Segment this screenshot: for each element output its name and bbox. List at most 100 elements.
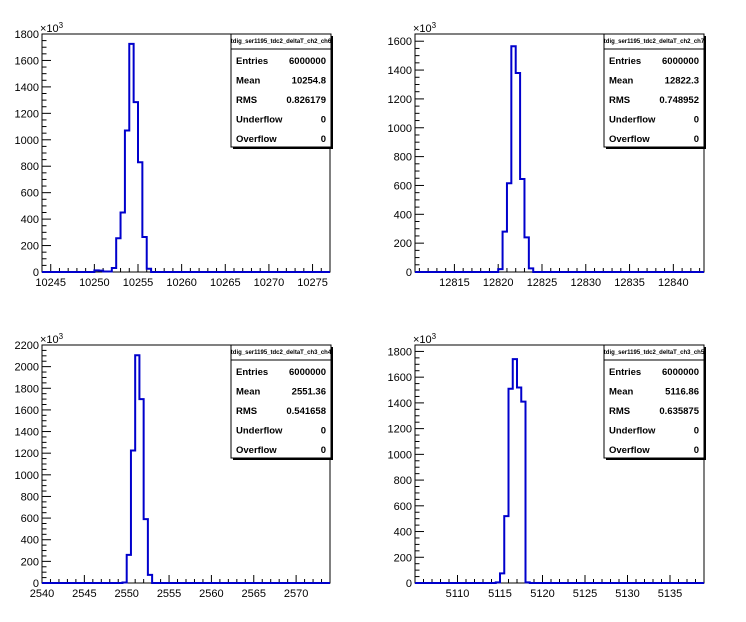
histogram-bin <box>513 359 517 583</box>
y-tick-label: 200 <box>394 238 412 250</box>
y-tick-label: 200 <box>21 556 39 568</box>
histogram-bin <box>529 268 533 272</box>
stats-label: Overflow <box>609 134 650 145</box>
histogram-bin <box>131 450 135 583</box>
y-tick-label: 1200 <box>15 108 39 120</box>
stats-label: Mean <box>236 387 260 398</box>
stats-value: 0.748952 <box>659 95 699 106</box>
stats-value: 0.541658 <box>286 406 326 417</box>
y-tick-label: 800 <box>394 152 412 164</box>
x-tick-label: 10275 <box>297 277 328 289</box>
x-tick-label: 12830 <box>570 277 601 289</box>
x-tick-label: 10270 <box>254 277 285 289</box>
y-tick-label: 1200 <box>388 94 412 106</box>
x-tick-label: 5125 <box>573 588 597 600</box>
stats-value: 0 <box>321 445 326 456</box>
x-tick-label: 12825 <box>527 277 558 289</box>
x-tick-label: 12835 <box>614 277 645 289</box>
stats-value: 12822.3 <box>665 76 699 87</box>
y-tick-label: 200 <box>394 552 412 564</box>
stats-value: 2551.36 <box>292 387 326 398</box>
stats-value: 0 <box>321 134 326 145</box>
stats-label: Underflow <box>236 115 283 126</box>
stats-title: tdig_ser1195_tdc2_deltaT_ch3_ch5 <box>604 350 705 356</box>
stats-value: 6000000 <box>289 367 326 378</box>
stats-label: Entries <box>236 367 268 378</box>
stats-box: tdig_ser1195_tdc2_deltaT_ch3_ch5 Entries 6… <box>603 344 706 460</box>
stats-label: Underflow <box>609 115 656 126</box>
y-tick-label: 800 <box>21 491 39 503</box>
histogram-pad-1: 0 200 400 600 800 1000 1200 1400 1600 1800 10245 10… <box>15 21 333 289</box>
y-tick-label: 600 <box>394 501 412 513</box>
y-multiplier-label: ×103 <box>40 332 64 346</box>
x-tick-label: 10255 <box>123 277 154 289</box>
y-tick-label: 800 <box>21 161 39 173</box>
stats-title: tdig_ser1195_tdc2_deltaT_ch3_ch4 <box>231 350 332 356</box>
histogram-bin <box>520 179 524 272</box>
y-tick-label: 600 <box>21 188 39 200</box>
stats-label: Mean <box>609 387 633 398</box>
x-tick-label: 2570 <box>284 588 308 600</box>
histogram-pad-2: 0 200 400 600 800 1000 1200 1400 1600 12815 12820 1… <box>388 21 706 289</box>
stats-value: 0 <box>694 445 699 456</box>
histogram-line <box>42 354 330 584</box>
histogram-bin <box>504 516 508 583</box>
x-tick-label: 10245 <box>35 277 66 289</box>
y-tick-label: 1800 <box>15 29 39 41</box>
stats-title: tdig_ser1195_tdc2_deltaT_ch2_ch7 <box>604 39 705 45</box>
histogram-pad-3: 0 200 400 600 800 1000 1200 1400 1600 1800 2000 220… <box>15 332 333 600</box>
histogram-bin <box>122 582 126 583</box>
y-tick-label: 400 <box>21 214 39 226</box>
stats-label: Overflow <box>236 134 277 145</box>
stats-label: Entries <box>609 56 641 67</box>
histogram-line <box>415 45 704 273</box>
stats-label: Mean <box>609 76 633 87</box>
stats-label: RMS <box>609 95 630 106</box>
y-tick-label: 1400 <box>388 65 412 77</box>
histogram-bin <box>107 271 111 272</box>
stats-label: Entries <box>236 56 268 67</box>
stats-value: 0 <box>321 426 326 437</box>
x-tick-label: 12815 <box>439 277 470 289</box>
x-tick-label: 2550 <box>114 588 138 600</box>
histogram-bin <box>498 269 502 272</box>
histogram-bin <box>129 44 133 272</box>
x-tick-label: 2560 <box>199 588 223 600</box>
histogram-bin <box>148 575 152 583</box>
stats-label: Overflow <box>609 445 650 456</box>
y-tick-label: 1000 <box>388 449 412 461</box>
histogram-bin <box>147 269 151 272</box>
histogram-bin <box>94 270 98 272</box>
x-tick-label: 5120 <box>530 588 554 600</box>
histogram-bin <box>121 213 125 273</box>
x-tick-label: 2545 <box>72 588 96 600</box>
y-tick-label: 800 <box>394 475 412 487</box>
histogram-bin <box>503 232 507 272</box>
y-tick-label: 1200 <box>388 424 412 436</box>
stats-label: Entries <box>609 367 641 378</box>
histogram-bin <box>134 102 138 272</box>
y-tick-label: 1400 <box>388 398 412 410</box>
histogram-bin <box>516 73 520 272</box>
histogram-bin <box>135 355 139 583</box>
x-tick-label: 12820 <box>483 277 514 289</box>
stats-label: Mean <box>236 76 260 87</box>
y-tick-label: 1600 <box>388 372 412 384</box>
stats-box-frame <box>230 344 332 459</box>
stats-value: 0 <box>321 115 326 126</box>
stats-value: 6000000 <box>289 56 326 67</box>
y-tick-label: 0 <box>33 578 39 590</box>
y-tick-label: 600 <box>394 180 412 192</box>
y-tick-label: 2000 <box>15 362 39 374</box>
stats-box: tdig_ser1195_tdc2_deltaT_ch3_ch4 Entries 6… <box>230 344 333 460</box>
histogram-bin <box>127 555 131 583</box>
histogram-line <box>42 42 330 273</box>
stats-value: 0.826179 <box>286 95 326 106</box>
y-multiplier-label: ×103 <box>413 21 437 35</box>
histogram-line <box>415 358 704 584</box>
histogram-bin <box>116 238 120 272</box>
stats-label: RMS <box>609 406 630 417</box>
histogram-bin <box>144 519 148 583</box>
y-tick-label: 1800 <box>15 383 39 395</box>
x-tick-label: 10265 <box>210 277 241 289</box>
